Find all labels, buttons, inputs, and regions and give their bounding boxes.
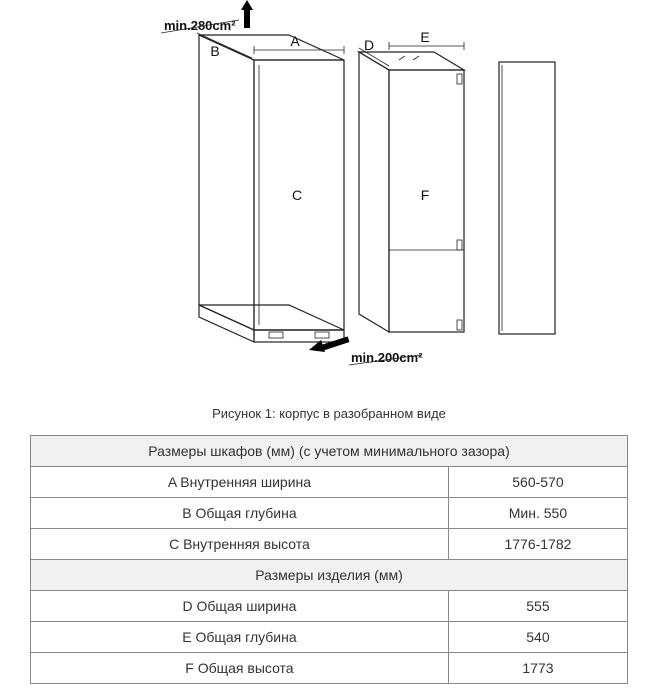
row-label: C Внутренняя высота xyxy=(31,529,449,560)
dimensions-table: Размеры шкафов (мм) (с учетом минимально… xyxy=(30,435,628,684)
dim-label-b: B xyxy=(210,43,219,59)
dim-label-a: A xyxy=(290,33,300,49)
row-value: 1773 xyxy=(448,653,627,684)
row-value: 555 xyxy=(448,591,627,622)
row-value: 560-570 xyxy=(448,467,627,498)
table-header-cabinet: Размеры шкафов (мм) (с учетом минимально… xyxy=(31,436,628,467)
dim-label-d: D xyxy=(364,37,374,53)
label-bottom-min: min.200cm² xyxy=(351,350,423,365)
dim-label-c: C xyxy=(292,187,302,203)
row-value: 1776-1782 xyxy=(448,529,627,560)
dimensions-table-wrap: Размеры шкафов (мм) (с учетом минимально… xyxy=(0,435,658,684)
dim-label-f: F xyxy=(421,187,430,203)
table-header-product: Размеры изделия (мм) xyxy=(31,560,628,591)
row-label: F Общая высота xyxy=(31,653,449,684)
row-value: 540 xyxy=(448,622,627,653)
arrow-bottom-vent xyxy=(309,336,349,352)
dim-label-e: E xyxy=(420,29,429,45)
row-label: A Внутренняя ширина xyxy=(31,467,449,498)
diagram-area: A B C min.280cm² D xyxy=(0,0,658,400)
row-label: D Общая ширина xyxy=(31,591,449,622)
row-value: Мин. 550 xyxy=(448,498,627,529)
cabinet-diagram: A B C min.280cm² D xyxy=(69,0,589,400)
row-label: E Общая глубина xyxy=(31,622,449,653)
row-label: B Общая глубина xyxy=(31,498,449,529)
arrow-top-vent xyxy=(241,0,253,28)
figure-caption: Рисунок 1: корпус в разобранном виде xyxy=(0,406,658,421)
